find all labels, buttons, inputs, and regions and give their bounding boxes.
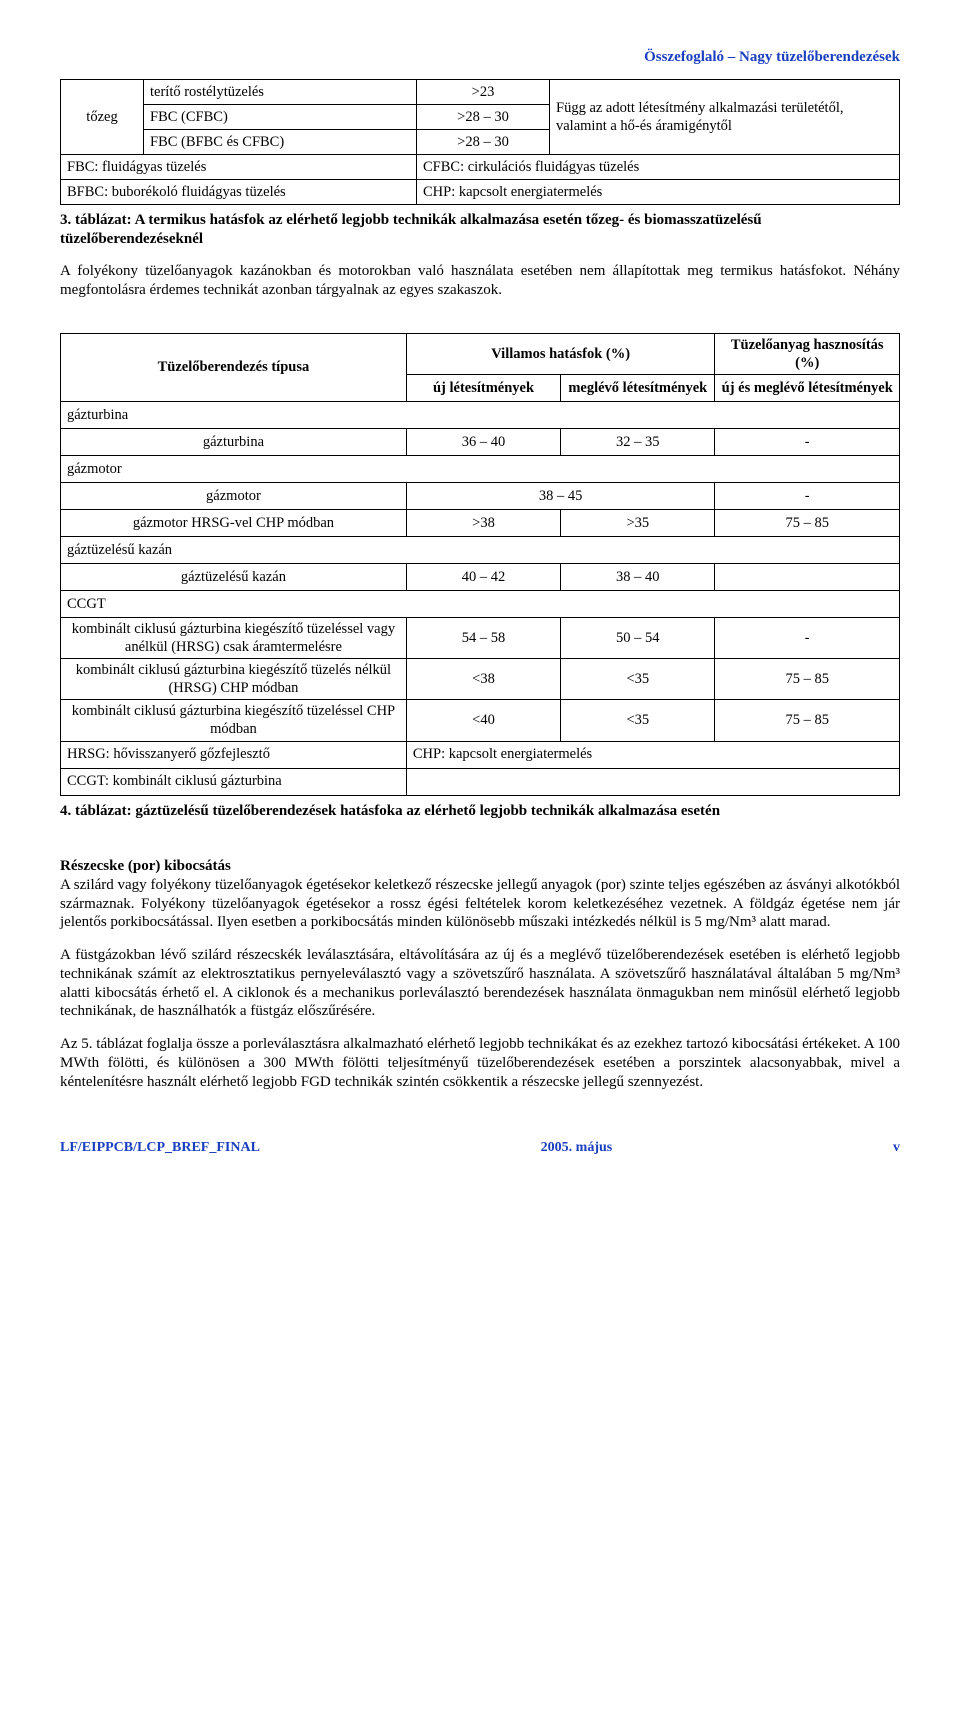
table-row: gáztüzelésű kazán 40 – 42 38 – 40 xyxy=(61,563,900,590)
cell: <35 xyxy=(561,700,715,741)
group-label: gázturbina xyxy=(61,401,900,428)
cell: gázmotor xyxy=(61,482,407,509)
cell: >23 xyxy=(417,79,550,104)
cell: FBC (CFBC) xyxy=(144,104,417,129)
cell: 75 – 85 xyxy=(715,509,900,536)
cell: <35 xyxy=(561,659,715,700)
table-row: gázmotor HRSG-vel CHP módban >38 >35 75 … xyxy=(61,509,900,536)
cell: - xyxy=(715,482,900,509)
cell: 54 – 58 xyxy=(406,617,560,658)
cell-note: Függ az adott létesítmény alkalmazási te… xyxy=(550,79,900,154)
cell: 38 – 40 xyxy=(561,563,715,590)
table-row-abbr: BFBC: buborékoló fluidágyas tüzelés CHP:… xyxy=(61,179,900,204)
cell: <38 xyxy=(406,659,560,700)
table-row: gázturbina 36 – 40 32 – 35 - xyxy=(61,428,900,455)
table-group-row: gázmotor xyxy=(61,455,900,482)
cell: gázturbina xyxy=(61,428,407,455)
col-header: Tüzelőanyag hasznosítás (%) xyxy=(715,333,900,374)
cell-abbr: CHP: kapcsolt energiatermelés xyxy=(417,179,900,204)
cell: >28 – 30 xyxy=(417,129,550,154)
cell: 75 – 85 xyxy=(715,700,900,741)
footer-left: LF/EIPPCB/LCP_BREF_FINAL xyxy=(60,1139,260,1157)
cell: kombinált ciklusú gázturbina kiegészítő … xyxy=(61,700,407,741)
cell-fuel: tőzeg xyxy=(61,79,144,154)
paragraph: Az 5. táblázat foglalja össze a porlevál… xyxy=(60,1035,900,1091)
table-1-caption: 3. táblázat: A termikus hatásfok az elér… xyxy=(60,211,900,249)
cell: kombinált ciklusú gázturbina kiegészítő … xyxy=(61,659,407,700)
table-2-caption: 4. táblázat: gáztüzelésű tüzelőberendezé… xyxy=(60,802,900,821)
table-row: kombinált ciklusú gázturbina kiegészítő … xyxy=(61,659,900,700)
cell: 50 – 54 xyxy=(561,617,715,658)
table-group-row: CCGT xyxy=(61,590,900,617)
paragraph: A füstgázokban lévő szilárd részecskék l… xyxy=(60,946,900,1021)
paragraph: A szilárd vagy folyékony tüzelőanyagok é… xyxy=(60,876,900,932)
cell: 32 – 35 xyxy=(561,428,715,455)
table-2: Tüzelőberendezés típusa Villamos hatásfo… xyxy=(60,333,900,796)
cell: >28 – 30 xyxy=(417,104,550,129)
cell: gáztüzelésű kazán xyxy=(61,563,407,590)
col-header: új létesítmények xyxy=(406,374,560,401)
cell: terítő rostélytüzelés xyxy=(144,79,417,104)
col-header: Tüzelőberendezés típusa xyxy=(61,333,407,401)
table-group-row: gáztüzelésű kazán xyxy=(61,536,900,563)
cell: FBC (BFBC és CFBC) xyxy=(144,129,417,154)
table-row: tőzeg terítő rostélytüzelés >23 Függ az … xyxy=(61,79,900,104)
table-row: gázmotor 38 – 45 - xyxy=(61,482,900,509)
table-1: tőzeg terítő rostélytüzelés >23 Függ az … xyxy=(60,79,900,205)
cell: >38 xyxy=(406,509,560,536)
col-header: meglévő létesítmények xyxy=(561,374,715,401)
cell: 38 – 45 xyxy=(406,482,715,509)
cell: - xyxy=(715,617,900,658)
cell: <40 xyxy=(406,700,560,741)
cell: >35 xyxy=(561,509,715,536)
table-header-row: Tüzelőberendezés típusa Villamos hatásfo… xyxy=(61,333,900,374)
cell xyxy=(406,768,899,795)
cell-abbr: BFBC: buborékoló fluidágyas tüzelés xyxy=(61,179,417,204)
section-heading: Részecske (por) kibocsátás xyxy=(60,857,900,876)
cell: gázmotor HRSG-vel CHP módban xyxy=(61,509,407,536)
cell: 36 – 40 xyxy=(406,428,560,455)
table-row-abbr: CCGT: kombinált ciklusú gázturbina xyxy=(61,768,900,795)
footer-right: v xyxy=(893,1139,900,1157)
cell-abbr: HRSG: hővisszanyerő gőzfejlesztő xyxy=(61,741,407,768)
group-label: gáztüzelésű kazán xyxy=(61,536,900,563)
group-label: gázmotor xyxy=(61,455,900,482)
cell: 40 – 42 xyxy=(406,563,560,590)
cell: 75 – 85 xyxy=(715,659,900,700)
table-row-abbr: FBC: fluidágyas tüzelés CFBC: cirkuláció… xyxy=(61,154,900,179)
footer-center: 2005. május xyxy=(541,1139,613,1157)
table-row: kombinált ciklusú gázturbina kiegészítő … xyxy=(61,700,900,741)
cell-abbr: CHP: kapcsolt energiatermelés xyxy=(406,741,899,768)
cell: kombinált ciklusú gázturbina kiegészítő … xyxy=(61,617,407,658)
col-header: Villamos hatásfok (%) xyxy=(406,333,715,374)
cell-abbr: CFBC: cirkulációs fluidágyas tüzelés xyxy=(417,154,900,179)
cell xyxy=(715,563,900,590)
table-row: kombinált ciklusú gázturbina kiegészítő … xyxy=(61,617,900,658)
paragraph: A folyékony tüzelőanyagok kazánokban és … xyxy=(60,262,900,300)
col-header: új és meglévő létesítmények xyxy=(715,374,900,401)
page-footer: LF/EIPPCB/LCP_BREF_FINAL 2005. május v xyxy=(60,1139,900,1157)
cell-abbr: CCGT: kombinált ciklusú gázturbina xyxy=(61,768,407,795)
cell: - xyxy=(715,428,900,455)
cell-abbr: FBC: fluidágyas tüzelés xyxy=(61,154,417,179)
page-header: Összefoglaló – Nagy tüzelőberendezések xyxy=(60,48,900,67)
table-group-row: gázturbina xyxy=(61,401,900,428)
table-row-abbr: HRSG: hővisszanyerő gőzfejlesztő CHP: ka… xyxy=(61,741,900,768)
group-label: CCGT xyxy=(61,590,900,617)
